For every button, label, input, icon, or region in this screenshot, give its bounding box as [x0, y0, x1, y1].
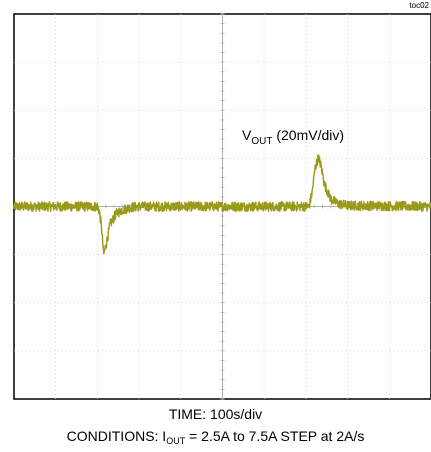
vout-trace	[13, 154, 431, 255]
conditions-label: CONDITIONS: IOUT = 2.5A to 7.5A STEP at …	[66, 428, 365, 446]
oscilloscope-chart: VOUT (20mV/div)	[13, 13, 431, 400]
figure-tag: toc02	[409, 1, 429, 10]
time-axis-label: TIME: 100s/div	[168, 406, 263, 422]
vout-trace-line	[13, 154, 431, 255]
channel-label: VOUT (20mV/div)	[242, 127, 344, 147]
